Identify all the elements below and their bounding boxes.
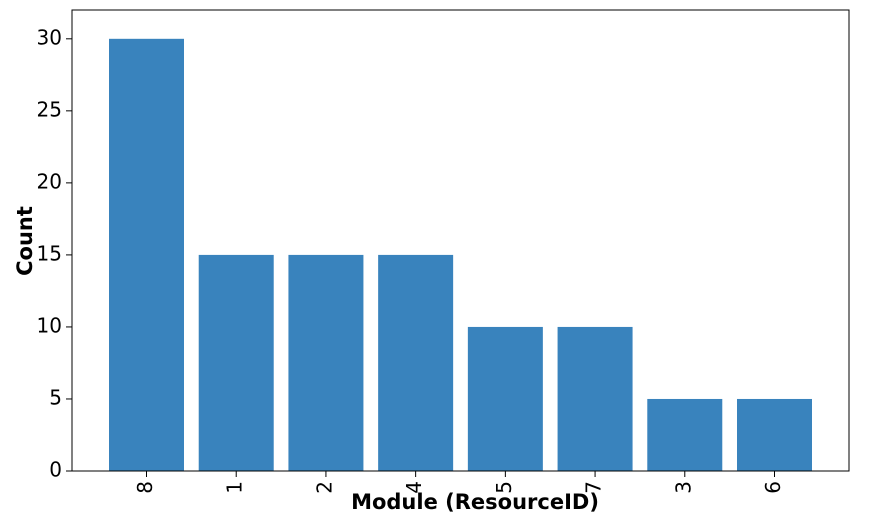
y-tick-label: 15 bbox=[37, 241, 62, 265]
y-tick-label: 5 bbox=[49, 385, 62, 409]
y-axis-label: Count bbox=[13, 206, 37, 276]
x-tick-label: 6 bbox=[761, 481, 785, 494]
x-tick-label: 4 bbox=[402, 481, 426, 494]
x-tick-label: 1 bbox=[223, 481, 247, 494]
bar bbox=[467, 326, 543, 471]
x-tick-label: 3 bbox=[671, 481, 695, 494]
bar bbox=[109, 38, 184, 471]
plot-frame bbox=[71, 9, 850, 472]
x-axis-label: Module (ResourceID) bbox=[351, 490, 599, 514]
x-tick-label: 2 bbox=[312, 481, 336, 494]
y-tick-label: 30 bbox=[37, 25, 62, 49]
x-tick-label: 8 bbox=[133, 481, 157, 494]
y-tick-label: 10 bbox=[37, 313, 62, 337]
bar bbox=[557, 326, 633, 471]
bar bbox=[198, 254, 274, 471]
bar bbox=[647, 398, 723, 471]
y-tick-label: 25 bbox=[37, 97, 62, 121]
bar bbox=[737, 398, 812, 471]
x-tick-label: 5 bbox=[492, 481, 516, 494]
y-tick-label: 20 bbox=[37, 169, 62, 193]
bar bbox=[378, 254, 454, 471]
bar bbox=[288, 254, 364, 471]
x-tick-label: 7 bbox=[582, 481, 606, 494]
y-tick-label: 0 bbox=[49, 458, 62, 482]
